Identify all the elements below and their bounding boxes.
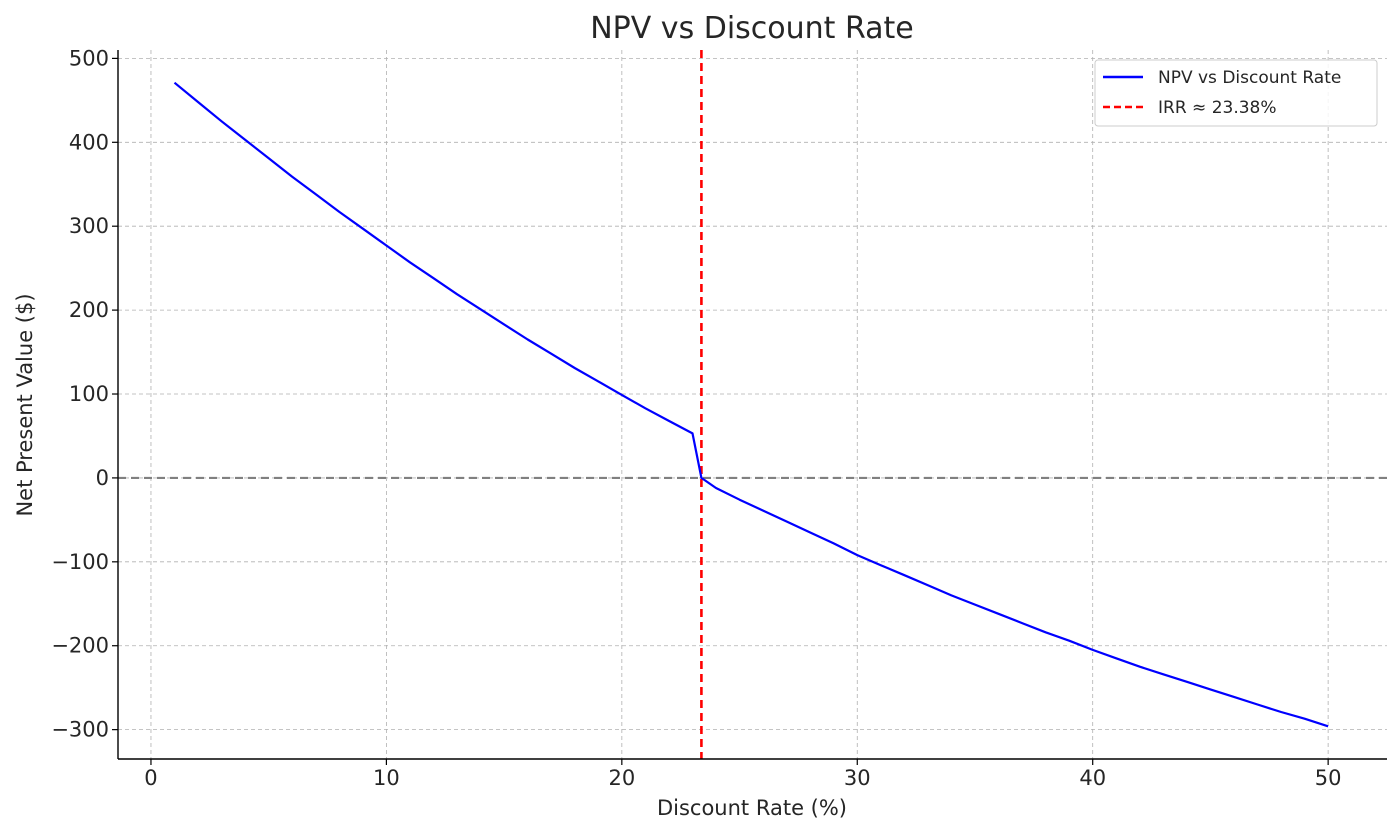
legend-label: IRR ≈ 23.38%: [1158, 98, 1277, 118]
y-axis-label: Net Present Value ($): [13, 293, 37, 516]
x-tick-label: 0: [144, 766, 157, 790]
x-tick-label: 20: [608, 766, 635, 790]
y-tick-label: −200: [51, 634, 109, 658]
plot-area: [173, 81, 1329, 728]
legend: NPV vs Discount Rate IRR ≈ 23.38%: [1094, 59, 1378, 127]
reference-lines: [118, 50, 1387, 759]
legend-box: [1094, 59, 1378, 127]
y-tick-label: 500: [69, 46, 109, 70]
x-tick-label: 10: [373, 766, 400, 790]
x-tick-label: 50: [1315, 766, 1342, 790]
grid: [118, 50, 1387, 759]
y-tick-label: 0: [96, 466, 109, 490]
legend-label: NPV vs Discount Rate: [1158, 68, 1341, 88]
y-tick-label: 100: [69, 382, 109, 406]
chart-title: NPV vs Discount Rate: [590, 11, 914, 46]
x-axis-label: Discount Rate (%): [657, 796, 847, 820]
y-tick-label: 200: [69, 298, 109, 322]
x-tick-label: 30: [844, 766, 871, 790]
ticks: 0 10 20 30 40 50 −300 −200 −100 0 100 200 300 400 500: [51, 46, 1341, 790]
y-tick-label: 400: [69, 130, 109, 154]
y-tick-label: −100: [51, 550, 109, 574]
y-tick-label: 300: [69, 214, 109, 238]
y-tick-label: −300: [51, 718, 109, 742]
axes: [117, 50, 1387, 760]
x-tick-label: 40: [1079, 766, 1106, 790]
npv-series-line: [173, 81, 1329, 728]
